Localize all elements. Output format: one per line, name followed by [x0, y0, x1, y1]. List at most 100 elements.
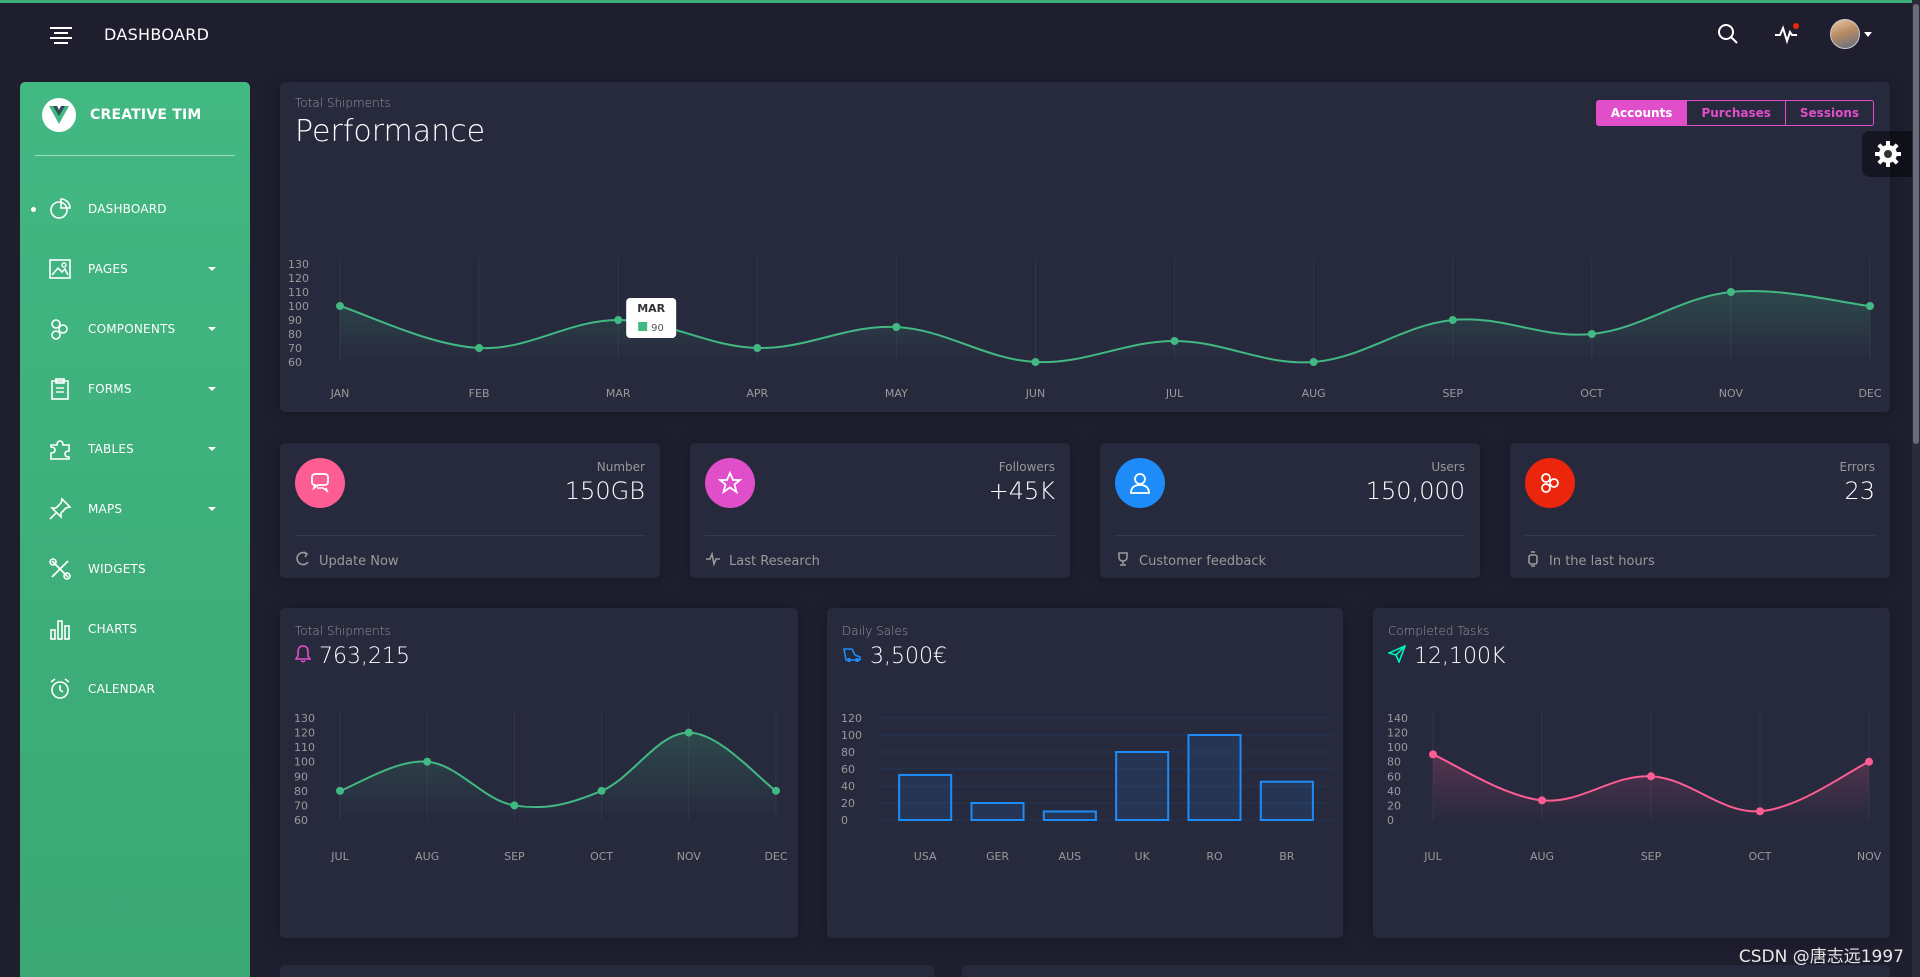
caret-down-icon[interactable] — [208, 267, 216, 271]
x-tick-label: FEB — [469, 387, 490, 400]
scrollbar[interactable] — [1912, 0, 1920, 977]
sidebar-item-label: WIDGETS — [88, 562, 146, 576]
sidebar-item-tables[interactable]: TABLES — [20, 419, 250, 479]
menu-icon[interactable] — [48, 25, 74, 45]
data-point-jun — [1031, 358, 1040, 366]
chat-bubbles-icon — [295, 458, 345, 508]
data-point-may — [892, 323, 901, 331]
card-category: Daily Sales — [842, 624, 909, 638]
stat-footer[interactable]: Last Research — [705, 551, 820, 571]
data-point-apr — [753, 344, 762, 352]
sessions-button[interactable]: Sessions — [1785, 100, 1874, 126]
x-tick-label: MAY — [885, 387, 908, 400]
stat-value: +45K — [988, 477, 1055, 505]
y-tick-label: 0 — [841, 814, 848, 827]
x-tick-label: RO — [1206, 850, 1223, 863]
x-tick-label: SEP — [1641, 850, 1662, 863]
stat-footer[interactable]: Customer feedback — [1115, 551, 1266, 571]
x-tick-label: SEP — [1442, 387, 1463, 400]
data-point-nov — [684, 728, 693, 737]
y-tick-label: 80 — [294, 785, 308, 798]
x-tick-label: JUN — [1025, 387, 1046, 400]
y-tick-label: 80 — [288, 328, 302, 341]
sidebar-item-calendar[interactable]: CALENDAR — [20, 659, 250, 719]
data-point-oct — [1756, 807, 1764, 816]
purchases-button[interactable]: Purchases — [1687, 100, 1786, 126]
stat-value: 150GB — [564, 477, 645, 505]
y-tick-label: 100 — [1387, 741, 1408, 754]
caret-down-icon[interactable] — [208, 387, 216, 391]
x-tick-label: SEP — [504, 850, 525, 863]
card-category: Total Shipments — [295, 624, 391, 638]
stat-footer[interactable]: In the last hours — [1525, 551, 1655, 571]
x-tick-label: OCT — [590, 850, 613, 863]
caret-down-icon[interactable] — [208, 447, 216, 451]
user-menu[interactable] — [1830, 19, 1872, 49]
alarm-clock-icon — [48, 677, 72, 701]
y-tick-label: 70 — [294, 799, 308, 812]
series-area — [340, 291, 1870, 363]
x-tick-label: NOV — [677, 850, 702, 863]
data-point-oct — [1587, 330, 1596, 338]
daily-sales-card: Daily Sales 3,500€ 0 20 40 60 80 100 120 USA GER… — [827, 608, 1343, 938]
molecule-icon — [1525, 458, 1575, 508]
bar-uk — [1115, 751, 1170, 821]
series-area — [340, 732, 776, 820]
y-tick-label: 40 — [1387, 785, 1401, 798]
y-tick-label: 80 — [841, 746, 855, 759]
y-tick-label: 130 — [294, 712, 315, 725]
sidebar-item-dashboard[interactable]: DASHBOARD — [20, 179, 250, 239]
pin-icon — [48, 497, 72, 521]
pie-chart-icon — [48, 197, 72, 221]
x-tick-label: JUL — [1423, 850, 1442, 863]
x-tick-label: OCT — [1748, 850, 1771, 863]
brand[interactable]: CREATIVE TIM — [42, 98, 202, 132]
caret-down-icon[interactable] — [208, 327, 216, 331]
accounts-button[interactable]: Accounts — [1595, 100, 1688, 126]
sidebar-item-components[interactable]: COMPONENTS — [20, 299, 250, 359]
page-title: DASHBOARD — [104, 25, 210, 44]
data-point-nov — [1726, 288, 1735, 296]
sidebar-item-widgets[interactable]: WIDGETS — [20, 539, 250, 599]
stat-footer[interactable]: Update Now — [295, 551, 399, 571]
sidebar-item-maps[interactable]: MAPS — [20, 479, 250, 539]
settings-gear-icon[interactable] — [1862, 131, 1914, 177]
watch-icon — [1525, 551, 1541, 571]
x-tick-label: UK — [1135, 850, 1151, 863]
sidebar-item-label: CALENDAR — [88, 682, 156, 696]
x-tick-label: JUL — [1165, 387, 1184, 400]
x-tick-label: DEC — [764, 850, 787, 863]
x-tick-label: AUG — [1302, 387, 1326, 400]
y-tick-label: 20 — [1387, 799, 1401, 812]
sidebar-item-charts[interactable]: CHARTS — [20, 599, 250, 659]
data-point-jan — [336, 302, 344, 310]
bar-ger — [970, 802, 1025, 821]
x-tick-label: AUG — [415, 850, 439, 863]
y-tick-label: 20 — [841, 797, 855, 810]
top-navbar: DASHBOARD — [0, 3, 1920, 65]
bottom-card-left — [280, 965, 934, 977]
y-tick-label: 70 — [288, 342, 302, 355]
vue-logo-icon — [42, 98, 76, 132]
search-icon[interactable] — [1714, 20, 1742, 48]
bell-icon — [294, 644, 312, 669]
sidebar-item-forms[interactable]: FORMS — [20, 359, 250, 419]
activity-icon[interactable] — [1772, 20, 1800, 48]
stat-footer-text: Update Now — [319, 553, 399, 569]
y-tick-label: 90 — [294, 770, 308, 783]
tooltip-label: MAR — [637, 302, 665, 315]
stat-footer-text: In the last hours — [1549, 553, 1655, 569]
caret-down-icon[interactable] — [208, 507, 216, 511]
y-tick-label: 40 — [841, 780, 855, 793]
sidebar-item-pages[interactable]: PAGES — [20, 239, 250, 299]
performance-card: Total Shipments Performance Accounts Pur… — [280, 82, 1890, 412]
stat-value: 150,000 — [1365, 477, 1465, 505]
stat-label: Followers — [998, 460, 1055, 474]
sidebar-item-label: MAPS — [88, 502, 123, 516]
bar-br — [1259, 780, 1314, 821]
clipboard-icon — [48, 377, 72, 401]
shipments-card: Total Shipments 763,215 60 70 80 90 100 110 12… — [280, 608, 798, 938]
scrollbar-thumb[interactable] — [1913, 4, 1919, 444]
divider — [295, 535, 645, 536]
